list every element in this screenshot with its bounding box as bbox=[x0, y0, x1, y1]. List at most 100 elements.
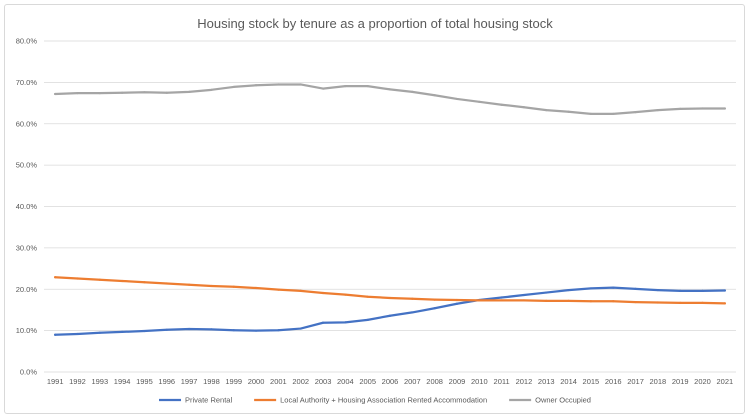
series-point bbox=[522, 106, 526, 109]
series-point bbox=[210, 284, 213, 288]
series-point bbox=[121, 330, 124, 333]
series-point bbox=[433, 298, 436, 301]
series-point bbox=[232, 329, 235, 332]
series-point bbox=[98, 331, 101, 334]
series-point bbox=[388, 314, 392, 317]
series-point bbox=[411, 297, 414, 300]
series-point bbox=[121, 279, 124, 283]
series-point bbox=[232, 285, 235, 288]
series-point bbox=[187, 90, 191, 93]
series-point bbox=[344, 293, 347, 296]
x-tick-label: 1999 bbox=[225, 377, 242, 386]
legend-label: Private Rental bbox=[185, 396, 232, 405]
series-point bbox=[210, 328, 213, 331]
series-point bbox=[634, 111, 637, 114]
series-point bbox=[54, 333, 57, 336]
x-tick-label: 2005 bbox=[359, 377, 376, 386]
series-point bbox=[455, 298, 459, 302]
series-point bbox=[612, 112, 615, 115]
series-point bbox=[165, 282, 168, 285]
y-tick-label: 10.0% bbox=[16, 326, 38, 335]
series-point bbox=[187, 283, 191, 286]
x-tick-label: 2011 bbox=[494, 377, 510, 386]
series-point bbox=[366, 318, 369, 321]
legend: Private Rental Local Authority + Housing … bbox=[159, 396, 591, 405]
series-point bbox=[723, 289, 726, 292]
series-point bbox=[455, 302, 459, 305]
x-tick-label: 1991 bbox=[47, 377, 64, 386]
series-point bbox=[299, 289, 302, 293]
y-tick-label: 20.0% bbox=[16, 285, 38, 294]
x-tick-label: 2004 bbox=[337, 377, 354, 386]
y-tick-label: 60.0% bbox=[16, 119, 38, 128]
x-tick-label: 2013 bbox=[538, 377, 555, 386]
x-tick-label: 2012 bbox=[516, 377, 533, 386]
series-point bbox=[254, 84, 258, 87]
series-point bbox=[98, 92, 101, 95]
chart-frame bbox=[4, 4, 745, 414]
series-point bbox=[478, 100, 481, 103]
x-tick-label: 2006 bbox=[382, 377, 399, 386]
series-point bbox=[612, 286, 615, 289]
x-tick-label: 2020 bbox=[694, 377, 711, 386]
y-tick-label: 50.0% bbox=[16, 161, 38, 170]
x-tick-label: 2021 bbox=[716, 377, 733, 386]
x-tick-label: 2007 bbox=[404, 377, 421, 386]
series-point bbox=[277, 83, 280, 86]
x-tick-label: 1993 bbox=[91, 377, 108, 386]
series-point bbox=[701, 107, 704, 110]
series-point bbox=[656, 108, 659, 112]
series-point bbox=[165, 91, 168, 94]
x-tick-label: 1996 bbox=[158, 377, 175, 386]
x-axis: 1991 1992 1993 1994 1995 1996 1997 1998 1999 2000… bbox=[47, 377, 733, 386]
series-point bbox=[545, 291, 548, 294]
y-axis: 0.0% 10.0% 20.0% 30.0% 40.0% 50.0% 60.0% 70.0% 8… bbox=[16, 37, 38, 377]
x-tick-label: 2010 bbox=[471, 377, 488, 386]
y-tick-label: 40.0% bbox=[16, 202, 38, 211]
series-point bbox=[76, 332, 79, 336]
x-tick-label: 2016 bbox=[605, 377, 622, 386]
x-tick-label: 2008 bbox=[426, 377, 443, 386]
series-point bbox=[165, 328, 168, 331]
y-tick-label: 80.0% bbox=[16, 37, 38, 46]
x-tick-label: 1995 bbox=[136, 377, 153, 386]
series-point bbox=[143, 91, 146, 94]
x-tick-label: 2009 bbox=[449, 377, 466, 386]
series-point bbox=[54, 92, 57, 96]
series-point bbox=[500, 103, 503, 106]
series-point bbox=[76, 92, 79, 95]
x-tick-label: 1997 bbox=[181, 377, 198, 386]
series-point bbox=[321, 87, 325, 90]
series-point bbox=[411, 311, 414, 314]
series-point bbox=[366, 295, 369, 298]
series-point bbox=[433, 94, 436, 97]
series-point bbox=[299, 83, 302, 86]
series-point bbox=[634, 300, 637, 304]
x-tick-label: 2003 bbox=[315, 377, 332, 386]
x-tick-label: 1994 bbox=[114, 377, 131, 386]
series-point bbox=[321, 321, 325, 324]
series-point bbox=[500, 296, 503, 299]
x-tick-label: 2000 bbox=[248, 377, 265, 386]
x-tick-label: 2017 bbox=[627, 377, 644, 386]
series-point bbox=[54, 276, 57, 279]
series-point bbox=[522, 293, 526, 297]
series-point bbox=[388, 296, 392, 300]
series-point bbox=[478, 299, 481, 302]
series-point bbox=[500, 299, 503, 302]
x-tick-label: 2015 bbox=[583, 377, 600, 386]
series-point bbox=[455, 97, 459, 101]
series-point bbox=[589, 287, 593, 290]
series-point bbox=[254, 329, 258, 332]
legend-label: Owner Occupied bbox=[535, 396, 591, 405]
series-point bbox=[589, 300, 593, 303]
x-tick-label: 1998 bbox=[203, 377, 220, 386]
series-point bbox=[656, 288, 659, 292]
y-tick-label: 70.0% bbox=[16, 78, 38, 87]
series-point bbox=[589, 112, 593, 115]
series-point bbox=[545, 299, 548, 302]
series-point bbox=[656, 301, 659, 304]
series-point bbox=[679, 301, 682, 305]
series-point bbox=[545, 108, 548, 112]
